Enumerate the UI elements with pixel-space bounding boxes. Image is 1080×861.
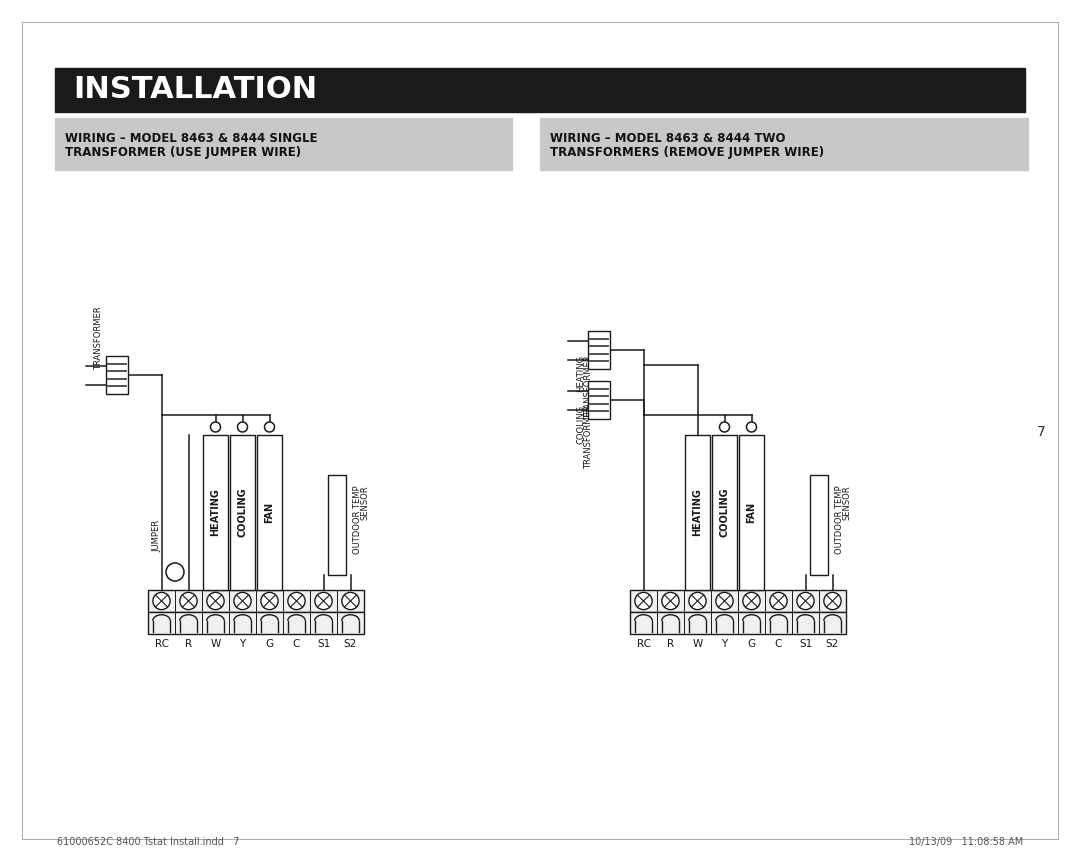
Bar bbox=[810, 475, 828, 575]
Text: S2: S2 bbox=[826, 639, 839, 649]
Text: W: W bbox=[692, 639, 703, 649]
Text: W: W bbox=[211, 639, 220, 649]
Text: R: R bbox=[667, 639, 674, 649]
Bar bbox=[588, 381, 609, 419]
Circle shape bbox=[166, 563, 184, 581]
Circle shape bbox=[743, 592, 760, 610]
Circle shape bbox=[234, 592, 252, 610]
Text: TRANSFORMER (USE JUMPER WIRE): TRANSFORMER (USE JUMPER WIRE) bbox=[65, 146, 301, 159]
Text: C: C bbox=[293, 639, 300, 649]
Circle shape bbox=[153, 592, 171, 610]
Circle shape bbox=[211, 422, 220, 432]
Text: INSTALLATION: INSTALLATION bbox=[73, 76, 318, 104]
Circle shape bbox=[265, 422, 274, 432]
Text: OUTDOOR TEMP: OUTDOOR TEMP bbox=[353, 485, 362, 554]
Circle shape bbox=[662, 592, 679, 610]
Text: WIRING – MODEL 8463 & 8444 SINGLE: WIRING – MODEL 8463 & 8444 SINGLE bbox=[65, 132, 318, 145]
Bar bbox=[630, 590, 846, 612]
Circle shape bbox=[689, 592, 706, 610]
Bar bbox=[540, 118, 1028, 170]
Bar bbox=[148, 590, 364, 612]
Bar bbox=[55, 68, 1025, 112]
Text: TRANSFORMER: TRANSFORMER bbox=[584, 355, 593, 418]
Text: Y: Y bbox=[240, 639, 245, 649]
Text: COOLING: COOLING bbox=[238, 487, 247, 537]
Text: G: G bbox=[747, 639, 756, 649]
Text: FAN: FAN bbox=[746, 502, 756, 523]
Circle shape bbox=[207, 592, 225, 610]
Circle shape bbox=[716, 592, 733, 610]
Circle shape bbox=[315, 592, 333, 610]
Text: SENSOR: SENSOR bbox=[361, 485, 370, 520]
Text: Y: Y bbox=[721, 639, 728, 649]
Text: HEATING: HEATING bbox=[211, 488, 220, 536]
Bar bbox=[739, 435, 764, 590]
Text: HEATING: HEATING bbox=[576, 355, 585, 392]
Bar bbox=[203, 435, 228, 590]
Text: S1: S1 bbox=[799, 639, 812, 649]
Text: COOLING: COOLING bbox=[576, 405, 585, 444]
Circle shape bbox=[635, 592, 652, 610]
Bar bbox=[257, 435, 282, 590]
Bar bbox=[328, 475, 346, 575]
Text: RC: RC bbox=[154, 639, 168, 649]
Circle shape bbox=[238, 422, 247, 432]
Text: R: R bbox=[185, 639, 192, 649]
Bar bbox=[630, 612, 846, 634]
Bar bbox=[55, 118, 512, 170]
Bar bbox=[588, 331, 609, 369]
Text: OUTDOOR TEMP: OUTDOOR TEMP bbox=[835, 485, 843, 554]
Circle shape bbox=[824, 592, 841, 610]
Text: TRANSFORMER: TRANSFORMER bbox=[584, 405, 593, 468]
Text: TRANSFORMERS (REMOVE JUMPER WIRE): TRANSFORMERS (REMOVE JUMPER WIRE) bbox=[550, 146, 824, 159]
Bar bbox=[106, 356, 127, 394]
Text: SENSOR: SENSOR bbox=[843, 485, 852, 520]
Bar bbox=[148, 612, 364, 634]
Bar bbox=[712, 435, 737, 590]
Circle shape bbox=[770, 592, 787, 610]
Text: FAN: FAN bbox=[265, 502, 274, 523]
Circle shape bbox=[288, 592, 306, 610]
Text: HEATING: HEATING bbox=[692, 488, 702, 536]
Circle shape bbox=[797, 592, 814, 610]
Text: 61000652C 8400 Tstat Install.indd   7: 61000652C 8400 Tstat Install.indd 7 bbox=[57, 837, 240, 847]
Bar bbox=[685, 435, 710, 590]
Circle shape bbox=[180, 592, 198, 610]
Text: COOLING: COOLING bbox=[719, 487, 729, 537]
Circle shape bbox=[746, 422, 756, 432]
Circle shape bbox=[342, 592, 360, 610]
Text: 7: 7 bbox=[1037, 425, 1047, 439]
Circle shape bbox=[261, 592, 279, 610]
Text: S1: S1 bbox=[316, 639, 330, 649]
Text: JUMPER: JUMPER bbox=[152, 520, 162, 552]
Text: TRANSFORMER: TRANSFORMER bbox=[94, 307, 103, 370]
Text: RC: RC bbox=[636, 639, 650, 649]
Text: WIRING – MODEL 8463 & 8444 TWO: WIRING – MODEL 8463 & 8444 TWO bbox=[550, 132, 785, 145]
Bar bbox=[230, 435, 255, 590]
Text: C: C bbox=[774, 639, 782, 649]
Text: S2: S2 bbox=[343, 639, 357, 649]
Text: 10/13/09   11:08:58 AM: 10/13/09 11:08:58 AM bbox=[908, 837, 1023, 847]
Circle shape bbox=[719, 422, 729, 432]
Text: G: G bbox=[266, 639, 273, 649]
